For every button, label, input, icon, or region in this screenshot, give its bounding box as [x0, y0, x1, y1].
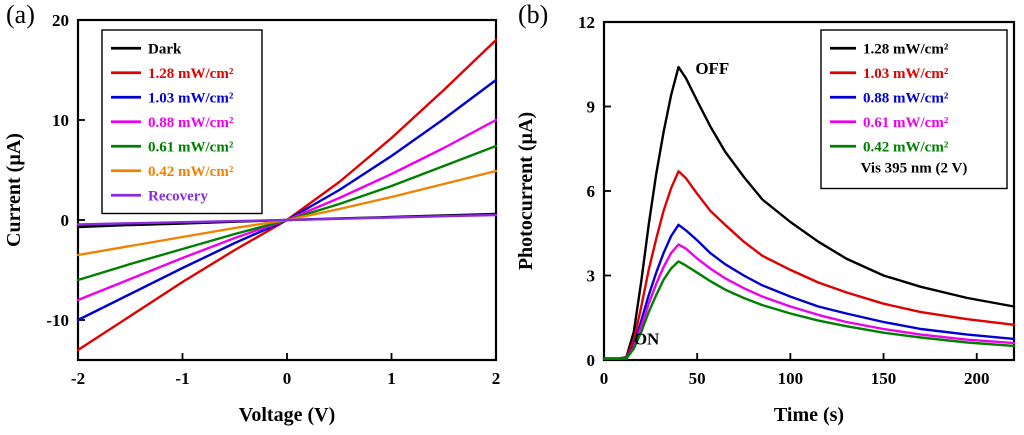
legend-label-1.28-mW-cm-: 1.28 mW/cm² [148, 66, 234, 82]
legend-label-1.03-mW-cm-: 1.03 mW/cm² [148, 91, 234, 107]
legend-label-0.88-mW-cm-: 0.88 mW/cm² [863, 91, 949, 107]
legend: Dark 1.28 mW/cm² 1.03 mW/cm² 0.88 mW/cm² 0.6… [101, 29, 263, 215]
y-tick-label: 10 [52, 111, 69, 130]
legend-label-Recovery: Recovery [148, 189, 208, 205]
panel-a: (a) -2 -1 0 1 2 -10 0 10 20 Voltage (V) Current (µ… [3, 0, 501, 426]
legend-label-0.61-mW-cm-: 0.61 mW/cm² [148, 140, 234, 156]
legend-label-0.42-mW-cm-: 0.42 mW/cm² [148, 164, 234, 180]
y-tick-label: 6 [587, 182, 596, 201]
y-tick-label: 0 [61, 211, 70, 230]
x-axis-title: Voltage (V) [239, 404, 335, 426]
y-tick-label: 3 [587, 266, 596, 285]
y-tick-label: 0 [587, 351, 596, 370]
x-tick-label: -2 [71, 369, 85, 388]
series-line-1.28-mW-cm- [602, 65, 1016, 360]
legend-label-1.03-mW-cm-: 1.03 mW/cm² [863, 66, 949, 82]
legend-label-0.42-mW-cm-: 0.42 mW/cm² [863, 140, 949, 156]
series-line-0.88-mW-cm- [602, 223, 1016, 360]
x-tick-label: 0 [600, 369, 609, 388]
photocurrent-chart: 0 50 100 150 200 0 3 6 9 12 Time (s) Photocurrent (… [515, 13, 1016, 426]
y-axis-title: Current (µA) [3, 133, 25, 247]
legend: 1.28 mW/cm² 1.03 mW/cm² 0.88 mW/cm² 0.61 mW… [820, 29, 1008, 190]
x-tick-label: 200 [964, 369, 990, 388]
series-line-0.42-mW-cm- [602, 260, 1016, 360]
x-tick-label: 100 [778, 369, 804, 388]
legend-note: Vis 395 nm (2 V) [861, 161, 968, 177]
x-axis-title: Time (s) [774, 404, 844, 426]
x-tick-label: 50 [689, 369, 706, 388]
y-tick-label: -10 [46, 311, 69, 330]
legend-label-Dark: Dark [148, 42, 182, 58]
annotation-off: OFF [695, 59, 729, 78]
panel-b: (b) 0 50 100 150 200 0 3 6 9 12 Time (s) Photocurre… [512, 0, 1024, 435]
y-tick-label: 20 [52, 11, 69, 30]
x-tick-label: -1 [175, 369, 189, 388]
series-line-0.61-mW-cm- [602, 243, 1016, 360]
x-tick-label: 0 [283, 369, 292, 388]
x-tick-label: 150 [871, 369, 897, 388]
y-axis-title: Photocurrent (µA) [515, 112, 537, 270]
panel-a-label: (a) [6, 0, 35, 29]
x-tick-label: 1 [387, 369, 396, 388]
x-tick-label: 2 [492, 369, 501, 388]
series-line-Recovery [76, 213, 498, 226]
legend-label-1.28-mW-cm-: 1.28 mW/cm² [863, 42, 949, 58]
series-line-1.03-mW-cm- [602, 170, 1016, 360]
panel-b-label: (b) [518, 0, 549, 29]
y-tick-label: 12 [578, 13, 595, 32]
annotation-on: ON [634, 330, 660, 349]
legend-label-0.88-mW-cm-: 0.88 mW/cm² [148, 115, 234, 131]
y-tick-label: 9 [587, 97, 596, 116]
legend-box [820, 29, 1008, 190]
legend-label-0.61-mW-cm-: 0.61 mW/cm² [863, 115, 949, 131]
